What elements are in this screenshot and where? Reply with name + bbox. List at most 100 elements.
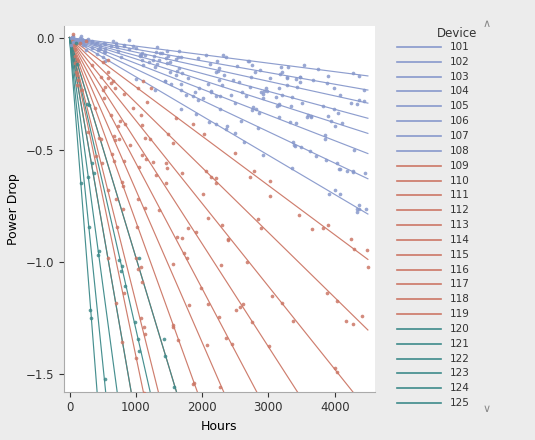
Point	[189, 381, 197, 388]
Text: 125: 125	[449, 398, 469, 408]
Point	[169, 139, 177, 146]
Point	[247, 73, 256, 81]
Point	[111, 84, 119, 92]
Point	[177, 70, 186, 77]
Point	[132, 254, 140, 261]
Point	[137, 51, 146, 59]
Point	[239, 435, 248, 440]
Text: 123: 123	[449, 368, 469, 378]
Point	[262, 85, 270, 92]
Point	[131, 354, 140, 361]
Point	[363, 264, 372, 271]
Point	[98, 159, 106, 166]
Text: Device: Device	[437, 27, 478, 40]
Point	[192, 228, 201, 235]
Point	[278, 69, 287, 76]
Point	[68, 34, 77, 41]
Point	[347, 99, 355, 106]
Point	[149, 433, 158, 440]
Point	[180, 250, 188, 257]
Point	[288, 165, 296, 172]
Point	[282, 74, 291, 81]
Point	[265, 342, 273, 349]
Point	[231, 129, 239, 136]
Point	[353, 209, 361, 216]
Point	[236, 304, 244, 311]
Point	[162, 59, 171, 66]
Point	[184, 434, 192, 440]
Point	[169, 321, 177, 328]
Point	[150, 86, 159, 93]
Point	[277, 63, 285, 70]
Point	[203, 342, 212, 349]
Point	[166, 59, 174, 66]
Point	[101, 40, 110, 48]
Point	[140, 390, 149, 397]
Point	[331, 187, 340, 194]
Point	[268, 292, 277, 299]
Point	[134, 196, 142, 203]
Point	[223, 122, 231, 129]
Text: 120: 120	[449, 324, 469, 334]
Point	[151, 63, 159, 70]
Point	[332, 160, 341, 167]
Point	[134, 163, 143, 170]
Point	[272, 93, 280, 100]
Point	[216, 106, 225, 113]
Point	[266, 75, 274, 82]
Point	[353, 101, 361, 108]
Point	[221, 125, 230, 132]
Point	[174, 48, 183, 55]
Point	[181, 92, 190, 99]
Point	[97, 73, 106, 81]
Point	[87, 314, 95, 321]
Point	[274, 102, 283, 109]
Point	[350, 245, 358, 252]
Point	[167, 81, 175, 88]
Point	[323, 290, 331, 297]
Point	[88, 159, 96, 166]
Point	[136, 52, 144, 59]
Point	[160, 352, 169, 359]
Point	[235, 79, 243, 86]
Point	[283, 73, 292, 80]
Point	[332, 368, 341, 375]
Point	[215, 65, 224, 72]
Point	[106, 79, 115, 86]
Point	[335, 166, 344, 173]
Point	[166, 68, 174, 75]
Point	[118, 182, 127, 189]
Point	[137, 315, 146, 322]
Point	[139, 77, 148, 84]
Point	[89, 169, 98, 176]
Text: 121: 121	[449, 339, 469, 349]
Point	[71, 37, 80, 44]
Text: 110: 110	[449, 176, 469, 186]
Point	[71, 42, 80, 49]
Point	[259, 94, 268, 101]
Point	[286, 103, 295, 110]
Point	[172, 55, 181, 62]
Point	[78, 37, 86, 44]
Point	[193, 96, 202, 103]
Point	[250, 167, 258, 174]
Point	[87, 38, 96, 45]
Point	[331, 123, 339, 130]
Point	[355, 72, 363, 79]
Point	[239, 139, 248, 146]
Point	[172, 115, 181, 122]
Point	[111, 136, 119, 143]
Point	[256, 224, 265, 231]
Point	[198, 190, 207, 197]
Point	[159, 335, 168, 342]
Point	[82, 38, 90, 45]
Point	[205, 119, 213, 126]
Point	[259, 91, 268, 98]
Point	[114, 122, 123, 129]
Point	[137, 121, 146, 128]
Point	[182, 254, 191, 261]
Point	[231, 306, 240, 313]
Point	[82, 100, 91, 107]
Point	[241, 92, 250, 99]
Point	[144, 59, 153, 66]
